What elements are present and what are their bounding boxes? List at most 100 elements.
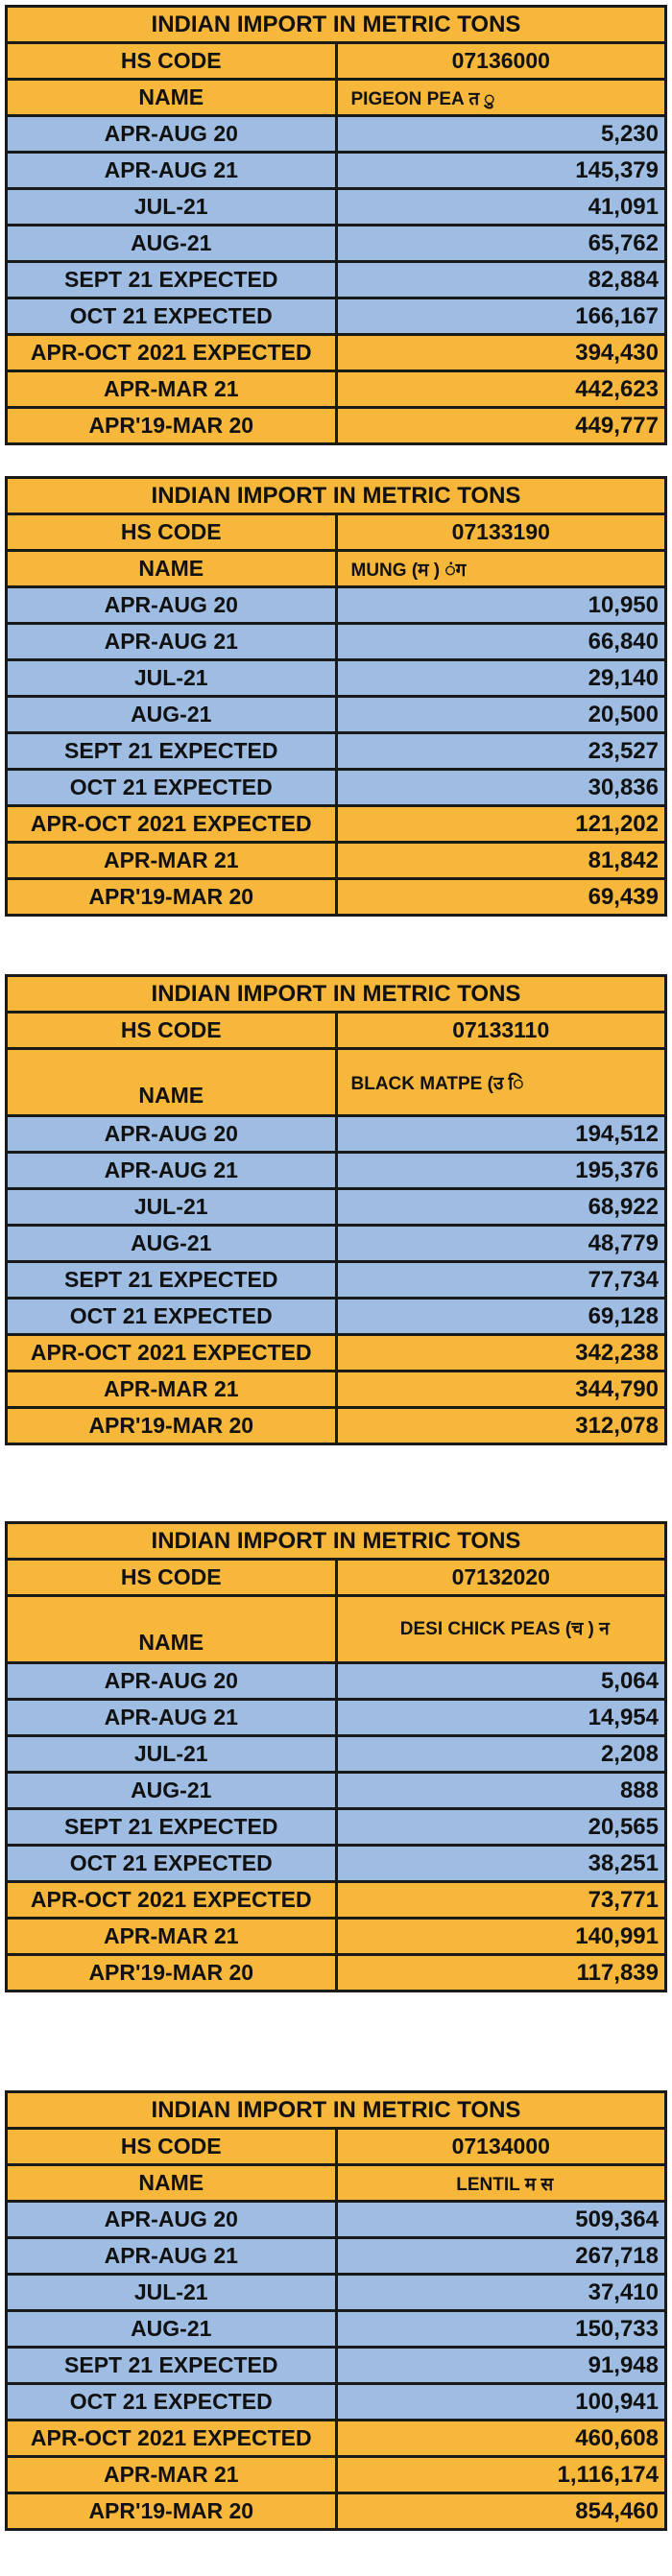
row-value: 65,762: [334, 224, 667, 263]
row-value: 81,842: [334, 841, 667, 880]
row-value: 121,202: [334, 804, 667, 844]
row-value: 166,167: [334, 297, 667, 336]
row-label: OCT 21 EXPECTED: [5, 297, 338, 336]
import-table-pigeon-pea: INDIAN IMPORT IN METRIC TONS HS CODE 0713…: [5, 5, 667, 445]
row-value: 394,430: [334, 333, 667, 372]
row-label: APR-OCT 2021 EXPECTED: [5, 804, 338, 844]
hs-code-label: HS CODE: [5, 513, 338, 552]
table-row: APR-OCT 2021 EXPECTED 460,608: [5, 2419, 667, 2458]
row-value: 460,608: [334, 2419, 667, 2458]
table-row: APR-AUG 20 5,230: [5, 114, 667, 154]
table-row: JUL-21 37,410: [5, 2273, 667, 2312]
table-row: APR'19-MAR 20 117,839: [5, 1953, 667, 1992]
row-value: 91,948: [334, 2346, 667, 2385]
hs-code-value: 07136000: [334, 41, 667, 81]
row-value: 30,836: [334, 768, 667, 807]
row-value: 20,500: [334, 695, 667, 734]
table-row: APR-MAR 21 81,842: [5, 841, 667, 880]
row-value: 37,410: [334, 2273, 667, 2312]
row-value: 5,230: [334, 114, 667, 154]
row-label: APR-AUG 21: [5, 1698, 338, 1737]
table-row: APR'19-MAR 20 312,078: [5, 1406, 667, 1445]
name-label: NAME: [5, 78, 338, 117]
table-row: AUG-21 48,779: [5, 1224, 667, 1263]
commodity-name: BLACK MATPE (उ ि: [334, 1047, 667, 1117]
table-row: OCT 21 EXPECTED 38,251: [5, 1844, 667, 1883]
table-row: SEPT 21 EXPECTED 82,884: [5, 260, 667, 299]
row-label: SEPT 21 EXPECTED: [5, 2346, 338, 2385]
table-row: JUL-21 41,091: [5, 187, 667, 227]
row-label: APR-MAR 21: [5, 2455, 338, 2494]
row-label: JUL-21: [5, 187, 338, 227]
row-label: AUG-21: [5, 1771, 338, 1810]
row-label: APR-OCT 2021 EXPECTED: [5, 333, 338, 372]
row-label: APR-OCT 2021 EXPECTED: [5, 2419, 338, 2458]
table-row: APR-AUG 20 194,512: [5, 1114, 667, 1154]
row-value: 145,379: [334, 151, 667, 190]
table-row: OCT 21 EXPECTED 100,941: [5, 2382, 667, 2421]
table-title: INDIAN IMPORT IN METRIC TONS: [5, 1521, 667, 1561]
row-value: 48,779: [334, 1224, 667, 1263]
row-value: 10,950: [334, 585, 667, 625]
row-label: APR-MAR 21: [5, 1370, 338, 1409]
table-row: APR-MAR 21 442,623: [5, 370, 667, 409]
row-label: APR-AUG 20: [5, 1114, 338, 1154]
table-title: INDIAN IMPORT IN METRIC TONS: [5, 974, 667, 1014]
row-label: APR'19-MAR 20: [5, 2492, 338, 2531]
table-row: APR-AUG 20 10,950: [5, 585, 667, 625]
row-value: 117,839: [334, 1953, 667, 1992]
table-row: APR-OCT 2021 EXPECTED 73,771: [5, 1880, 667, 1920]
import-table-mung: INDIAN IMPORT IN METRIC TONS HS CODE 0713…: [5, 476, 667, 917]
hs-code-value: 07133110: [334, 1011, 667, 1050]
row-value: 342,238: [334, 1333, 667, 1372]
row-label: OCT 21 EXPECTED: [5, 768, 338, 807]
import-table-black-matpe: INDIAN IMPORT IN METRIC TONS HS CODE 0713…: [5, 974, 667, 1445]
table-row: APR-AUG 20 5,064: [5, 1661, 667, 1701]
row-label: APR'19-MAR 20: [5, 1953, 338, 1992]
row-value: 1,116,174: [334, 2455, 667, 2494]
row-label: AUG-21: [5, 695, 338, 734]
row-label: APR'19-MAR 20: [5, 1406, 338, 1445]
row-label: APR-AUG 21: [5, 622, 338, 661]
commodity-name: DESI CHICK PEAS (च ) न: [334, 1594, 667, 1664]
row-value: 449,777: [334, 406, 667, 445]
row-value: 100,941: [334, 2382, 667, 2421]
table-title: INDIAN IMPORT IN METRIC TONS: [5, 476, 667, 515]
table-row: OCT 21 EXPECTED 166,167: [5, 297, 667, 336]
row-value: 888: [334, 1771, 667, 1810]
row-value: 195,376: [334, 1151, 667, 1190]
commodity-name: LENTIL म स: [334, 2163, 667, 2203]
row-label: SEPT 21 EXPECTED: [5, 731, 338, 771]
table-row: APR-OCT 2021 EXPECTED 394,430: [5, 333, 667, 372]
row-value: 2,208: [334, 1734, 667, 1774]
row-value: 69,128: [334, 1297, 667, 1336]
row-label: SEPT 21 EXPECTED: [5, 260, 338, 299]
table-row: SEPT 21 EXPECTED 77,734: [5, 1260, 667, 1300]
row-label: APR-OCT 2021 EXPECTED: [5, 1880, 338, 1920]
table-row: APR-AUG 21 145,379: [5, 151, 667, 190]
row-value: 41,091: [334, 187, 667, 227]
table-row: SEPT 21 EXPECTED 91,948: [5, 2346, 667, 2385]
hs-code-label: HS CODE: [5, 2127, 338, 2166]
row-value: 23,527: [334, 731, 667, 771]
row-value: 267,718: [334, 2236, 667, 2276]
row-label: APR-AUG 20: [5, 114, 338, 154]
row-value: 312,078: [334, 1406, 667, 1445]
hs-code-value: 07133190: [334, 513, 667, 552]
row-label: APR'19-MAR 20: [5, 406, 338, 445]
table-row: APR-AUG 21 195,376: [5, 1151, 667, 1190]
row-value: 29,140: [334, 658, 667, 698]
row-value: 5,064: [334, 1661, 667, 1701]
table-row: APR-OCT 2021 EXPECTED 121,202: [5, 804, 667, 844]
row-label: APR-OCT 2021 EXPECTED: [5, 1333, 338, 1372]
name-label: NAME: [5, 549, 338, 588]
row-label: OCT 21 EXPECTED: [5, 2382, 338, 2421]
row-label: APR-AUG 21: [5, 151, 338, 190]
import-table-lentil: INDIAN IMPORT IN METRIC TONS HS CODE 0713…: [5, 2090, 667, 2531]
table-row: APR-OCT 2021 EXPECTED 342,238: [5, 1333, 667, 1372]
table-row: SEPT 21 EXPECTED 23,527: [5, 731, 667, 771]
name-label: NAME: [5, 2163, 338, 2203]
table-row: APR-AUG 21 267,718: [5, 2236, 667, 2276]
table-row: JUL-21 2,208: [5, 1734, 667, 1774]
